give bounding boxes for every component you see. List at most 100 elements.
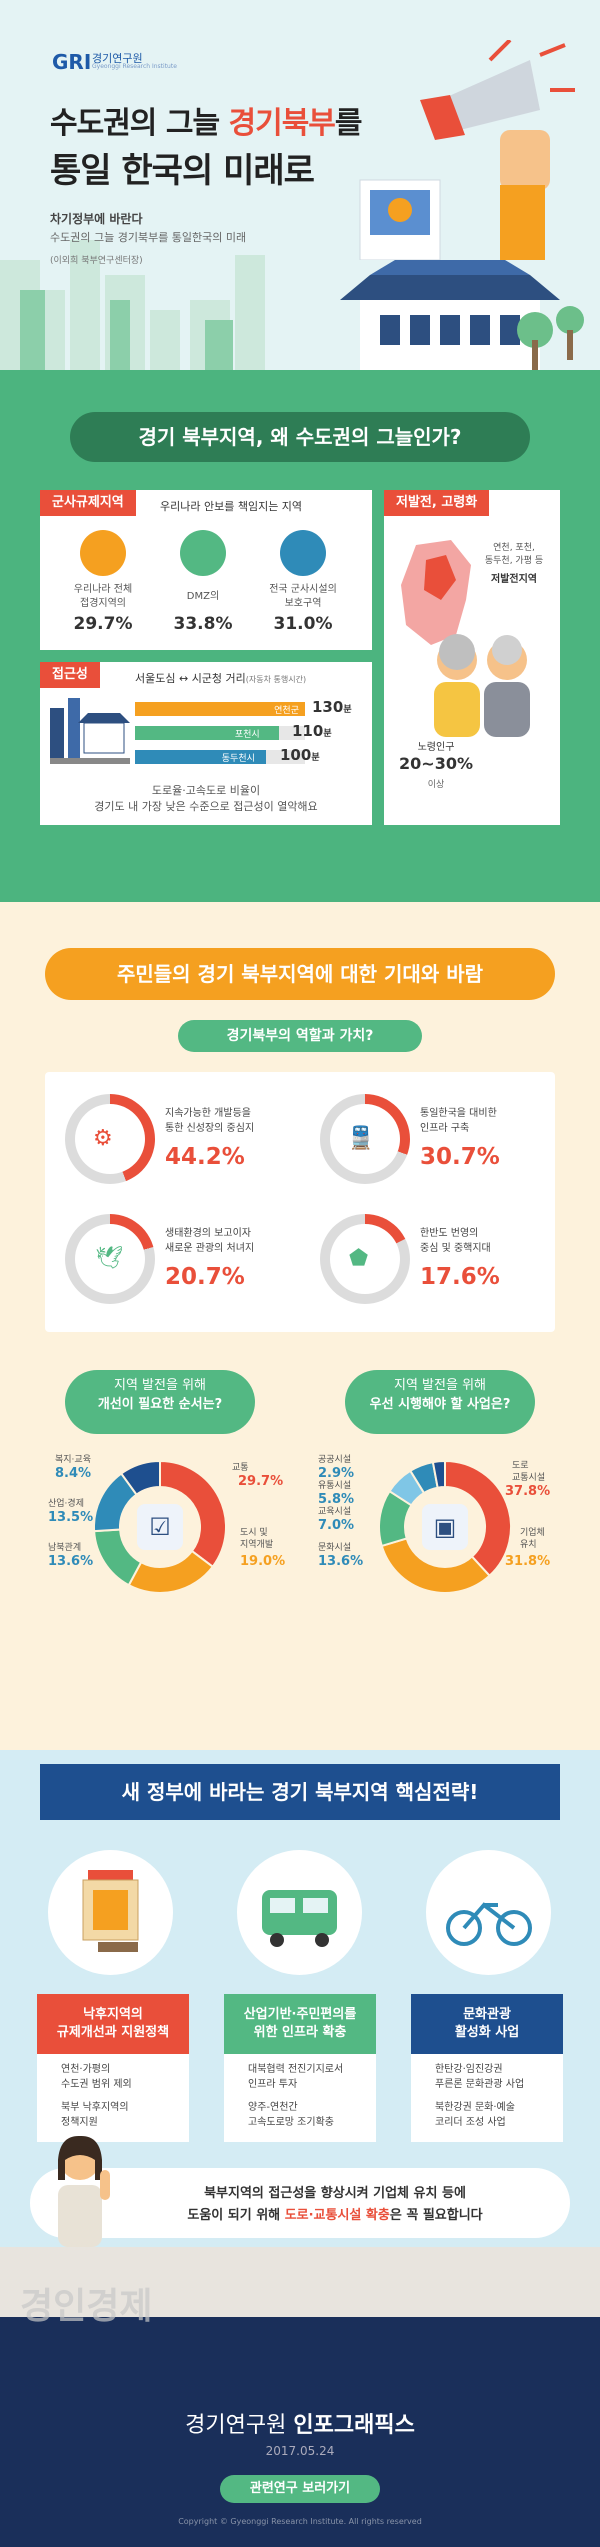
role-label: 통일한국을 대비한 인프라 구축 <box>420 1108 497 1134</box>
legend-value: 13.6% <box>318 1554 364 1569</box>
logo-name: 경기연구원 <box>92 52 143 65</box>
pie-slice <box>431 1459 446 1489</box>
question1-pill: 지역 발전을 위해 개선이 필요한 순서는? <box>65 1370 255 1434</box>
bar-fill-dongducheon <box>135 750 266 764</box>
bar-value: 100분 <box>280 746 320 764</box>
legend-value: 13.5% <box>48 1510 94 1525</box>
role-icon-bg <box>330 1224 400 1294</box>
legend-value: 31.8% <box>505 1554 551 1569</box>
legend-label: 산업·경제 <box>48 1499 84 1509</box>
strategy-item: 양주-연천간 고속도로망 조기확충 <box>248 2102 334 2128</box>
bar-fill-pocheon <box>135 726 279 740</box>
legend-value: 29.7% <box>238 1474 284 1489</box>
card-subtitle: 서울도심 ↔ 시군청 거리(자동차 통행시간) <box>135 672 307 685</box>
card-tag: 저발전, 고령화 <box>384 490 490 516</box>
pie-slice <box>119 1459 161 1497</box>
section-why-shadow: 경기 북부지역, 왜 수도권의 그늘인가? 군사규제지역 우리나라 안보를 책임… <box>0 390 600 902</box>
item-label: DMZ의 <box>186 591 220 602</box>
strategy-item: 대북협력 전진기지로서 인프라 투자 <box>248 2064 344 2090</box>
legend-value: 37.8% <box>505 1484 551 1499</box>
legend-label: 남북관계 <box>48 1543 82 1553</box>
question1-line1: 지역 발전을 위해 <box>114 1378 206 1393</box>
legend-value: 8.4% <box>55 1466 92 1481</box>
legend-value: 19.0% <box>240 1554 286 1569</box>
section3-banner: 새 정부에 바라는 경기 북부지역 핵심전략! <box>40 1764 560 1820</box>
logo-subtitle: Gyeonggi Research Institute <box>92 63 177 70</box>
city-skyline-illustration <box>0 240 600 390</box>
section-expectations: 주민들의 경기 북부지역에 대한 기대와 바람 경기북부의 역할과 가치? ⚙ … <box>0 902 600 1750</box>
strategy-title: 문화관광 활성화 사업 <box>411 1994 563 2054</box>
strategy-card: 문화관광 활성화 사업 한탄강·임진강권 푸른론 문화관광 사업 북한강권 문화… <box>411 1994 563 2142</box>
checklist-icon: ☑ <box>137 1504 183 1550</box>
places-label: 저발전지역 <box>491 574 537 585</box>
pie-slice <box>93 1528 143 1587</box>
role-value: 44.2% <box>165 1144 245 1170</box>
item-label: 우리나라 전체 접경지역의 <box>73 584 133 609</box>
question2-pill: 지역 발전을 위해 우선 시행해야 할 사업은? <box>345 1370 535 1434</box>
growth-icon: ⚙ <box>93 1126 113 1151</box>
legend-label: 도시 및 지역개발 <box>240 1528 274 1550</box>
role-label: 한반도 번영의 중심 및 중핵지대 <box>420 1228 491 1254</box>
bar-track: 포천시 <box>135 726 305 740</box>
legend-value: 2.9% <box>318 1466 355 1481</box>
question2-line2: 우선 시행해야 할 사업은? <box>369 1397 511 1412</box>
role-value: 30.7% <box>420 1144 500 1170</box>
legend-label: 교육시설 <box>318 1507 352 1517</box>
caption-line2: 경기도 내 가장 낮은 수준으로 접근성이 열악해요 <box>94 800 318 813</box>
page-title-line1: 수도권의 그늘 경기북부를 <box>50 106 363 141</box>
section2-title: 주민들의 경기 북부지역에 대한 기대와 바람 <box>45 948 555 1000</box>
caption-line1: 도로율·고속도로 비율이 <box>151 784 261 797</box>
role-icon-bg <box>75 1224 145 1294</box>
item-value: 31.0% <box>273 614 333 634</box>
legend-label: 유통시설 <box>318 1481 352 1491</box>
section1-title: 경기 북부지역, 왜 수도권의 그늘인가? <box>70 412 530 462</box>
strategy-item: 연천·가평의 수도권 범위 제외 <box>61 2064 132 2090</box>
train-icon: 🚆 <box>347 1126 375 1151</box>
elderly-suffix: 이상 <box>427 780 445 790</box>
message-line2: 도움이 되기 위해 도로·교통시설 확충은 꼭 필요합니다 <box>187 2208 483 2223</box>
woman-character-illustration <box>58 2135 110 2247</box>
pie-slice <box>159 1459 227 1569</box>
legend-label: 문화시설 <box>318 1543 352 1553</box>
card-military-regulation: 군사규제지역 우리나라 안보를 책임지는 지역 우리나라 전체 접경지역의 DM… <box>40 490 372 650</box>
header-author: (이외희 북부연구센터장) <box>50 256 143 266</box>
watermark: 경인경제 <box>20 2286 153 2327</box>
strategy-illustration-3 <box>426 1850 551 1975</box>
legend-label: 기업체 유치 <box>520 1528 545 1550</box>
bar-name: 동두천시 <box>221 754 255 764</box>
card-tag: 접근성 <box>40 662 100 688</box>
bar-track: 연천군 <box>135 702 305 716</box>
bar-value: 110분 <box>292 722 332 740</box>
related-research-button[interactable]: 관련연구 보러가기 <box>220 2475 380 2503</box>
role-value: 17.6% <box>420 1264 500 1290</box>
copyright: Copyright © Gyeonggi Research Institute.… <box>178 2517 422 2526</box>
header-subtitle: 차기정부에 바란다 <box>50 212 143 226</box>
footer-top-band <box>0 2247 600 2317</box>
role-icon-bg <box>330 1104 400 1174</box>
question2-line1: 지역 발전을 위해 <box>394 1378 486 1393</box>
item-label: 전국 군사시설의 보호구역 <box>269 584 337 609</box>
role-icon-bg <box>75 1104 145 1174</box>
legend-label: 도로 교통시설 <box>512 1461 546 1483</box>
korea-map-icon <box>80 530 126 576</box>
card-tag: 군사규제지역 <box>40 490 136 516</box>
pie-chart-priorities <box>378 1459 512 1594</box>
role-label: 생태환경의 보고이자 새로운 관광의 처녀지 <box>165 1228 255 1254</box>
gyeonggi-north-map <box>401 540 471 645</box>
bar-name: 연천군 <box>274 706 299 716</box>
legend-value: 13.6% <box>48 1554 94 1569</box>
bar-name: 포천시 <box>234 730 260 740</box>
section-strategies: 새 정부에 바라는 경기 북부지역 핵심전략! <box>0 1750 600 2247</box>
elderly-label: 노령인구 <box>417 742 455 753</box>
card-subtitle: 우리나라 안보를 책임지는 지역 <box>160 500 303 513</box>
elderly-value: 20~30% <box>399 754 473 773</box>
strategy-item: 한탄강·임진강권 푸른론 문화관광 사업 <box>435 2064 525 2090</box>
bar-fill-yeoncheon <box>135 702 305 716</box>
role-value: 20.7% <box>165 1264 245 1290</box>
footer-date: 2017.05.24 <box>265 2444 335 2458</box>
legend-value: 7.0% <box>318 1518 355 1533</box>
places-list: 연천, 포천, 동두천, 가평 등 <box>484 543 544 566</box>
item-value: 29.7% <box>73 614 133 634</box>
header-description: 수도권의 그늘 경기북부를 통일한국의 미래 <box>50 231 247 244</box>
